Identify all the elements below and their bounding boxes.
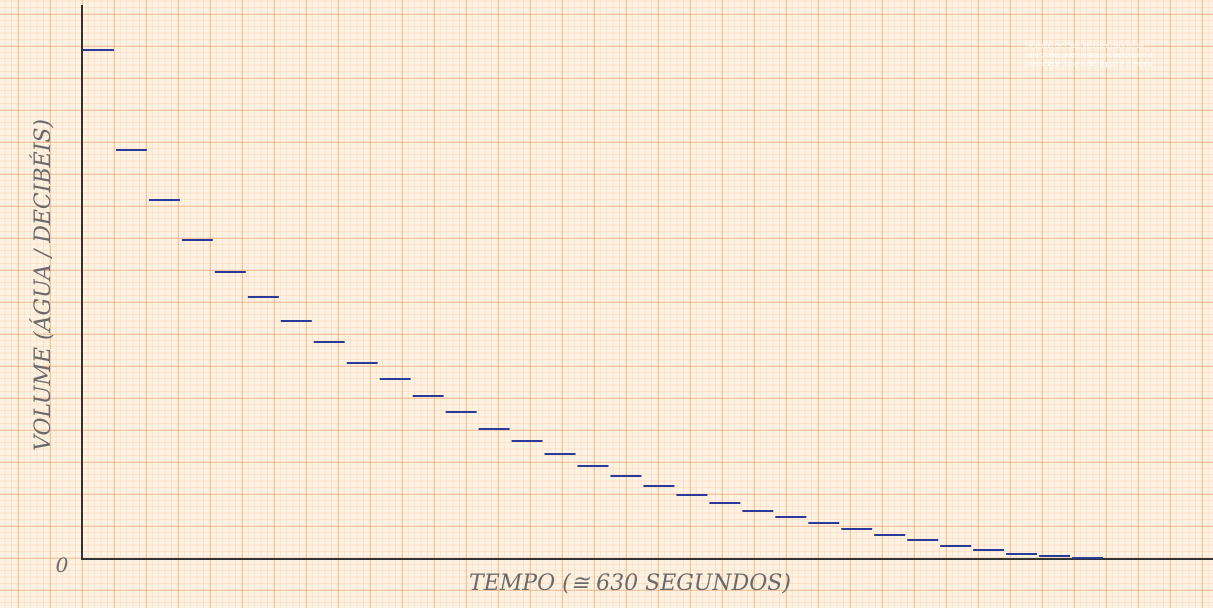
chart: 0 VOLUME (ÁGUA / DECIBÉIS) TEMPO (≅ 630 …	[0, 0, 1213, 608]
origin-label: 0	[56, 553, 69, 577]
grid-paper	[0, 0, 1213, 608]
annotation-line: com gráfico que mostra a relação entre a	[1025, 52, 1153, 59]
y-axis-label: VOLUME (ÁGUA / DECIBÉIS)	[29, 119, 56, 451]
annotation-line: intensidade sonora das águas e o tempo.	[1025, 61, 1153, 68]
annotation-line: Desenho de Cildo Meireles para rio oir,	[1025, 43, 1146, 50]
x-axis-label: TEMPO (≅ 630 SEGUNDOS)	[469, 571, 791, 596]
annotation: Desenho de Cildo Meireles para rio oir, c…	[1025, 43, 1153, 68]
